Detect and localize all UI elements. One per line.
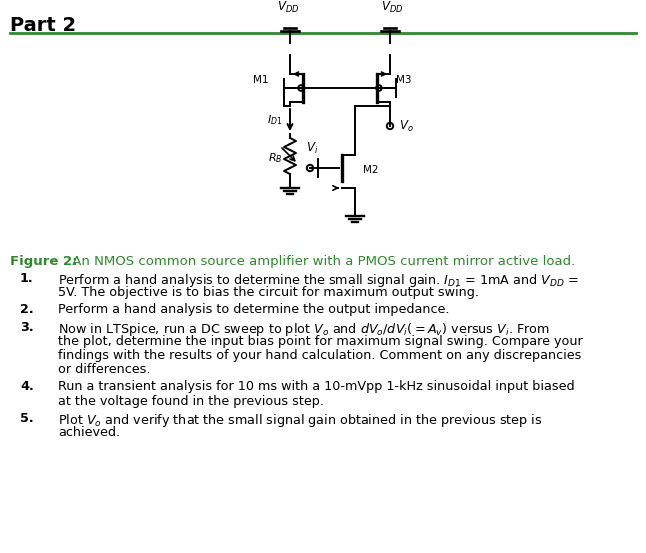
- Text: the plot, determine the input bias point for maximum signal swing. Compare your: the plot, determine the input bias point…: [58, 335, 583, 348]
- Text: findings with the results of your hand calculation. Comment on any discrepancies: findings with the results of your hand c…: [58, 349, 581, 362]
- Text: 5.: 5.: [20, 412, 34, 425]
- Text: $V_i$: $V_i$: [306, 141, 318, 156]
- Text: Now in LTSpice, run a DC sweep to plot $V_o$ and $dV_o/dV_i(= A_v)$ versus $V_i$: Now in LTSpice, run a DC sweep to plot $…: [58, 321, 550, 337]
- Text: Part 2: Part 2: [10, 16, 76, 35]
- Text: or differences.: or differences.: [58, 363, 151, 376]
- Text: An NMOS common source amplifier with a PMOS current mirror active load.: An NMOS common source amplifier with a P…: [68, 255, 575, 268]
- Text: Run a transient analysis for 10 ms with a 10-mVpp 1-kHz sinusoidal input biased: Run a transient analysis for 10 ms with …: [58, 380, 575, 393]
- Text: Figure 2:: Figure 2:: [10, 255, 78, 268]
- Text: M3: M3: [396, 75, 412, 85]
- Text: $V_{DD}$: $V_{DD}$: [277, 0, 299, 15]
- Text: 4.: 4.: [20, 380, 34, 393]
- Text: M2: M2: [363, 165, 379, 175]
- Text: 3.: 3.: [20, 321, 34, 333]
- Text: Perform a hand analysis to determine the small signal gain. $I_{D1}$ = 1mA and $: Perform a hand analysis to determine the…: [58, 272, 579, 289]
- Text: 5V. The objective is to bias the circuit for maximum output swing.: 5V. The objective is to bias the circuit…: [58, 286, 479, 299]
- Text: $R_B$: $R_B$: [269, 151, 283, 165]
- Text: $I_{D1}$: $I_{D1}$: [267, 113, 283, 127]
- Text: Plot $V_o$ and verify that the small signal gain obtained in the previous step i: Plot $V_o$ and verify that the small sig…: [58, 412, 543, 429]
- Text: Perform a hand analysis to determine the output impedance.: Perform a hand analysis to determine the…: [58, 304, 450, 316]
- Text: $V_{DD}$: $V_{DD}$: [381, 0, 403, 15]
- Text: 2.: 2.: [20, 304, 34, 316]
- Text: 1.: 1.: [20, 272, 34, 285]
- Text: at the voltage found in the previous step.: at the voltage found in the previous ste…: [58, 395, 324, 408]
- Text: achieved.: achieved.: [58, 426, 120, 439]
- Text: M1: M1: [253, 75, 268, 85]
- Text: $V_o$: $V_o$: [399, 118, 413, 134]
